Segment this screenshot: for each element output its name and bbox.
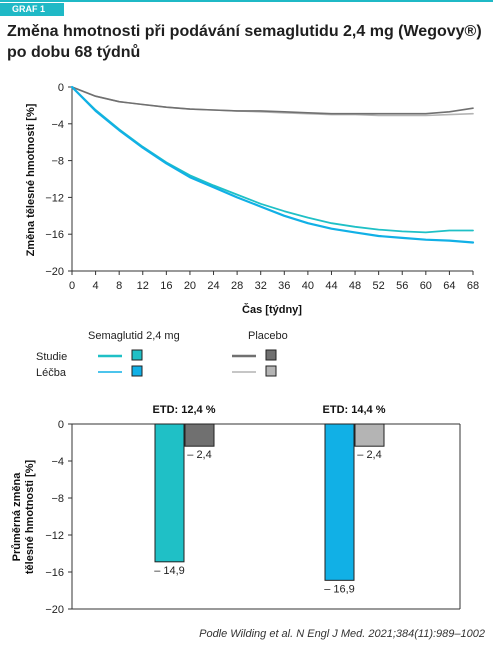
legend-header-placebo: Placebo: [248, 330, 288, 342]
x-tick-label: 48: [349, 280, 361, 292]
etd-label: ETD: 12,4 %: [153, 404, 216, 416]
y-tick-label: −20: [45, 266, 64, 278]
y-tick-label: −8: [51, 493, 64, 505]
x-tick-label: 44: [325, 280, 337, 292]
bar: [354, 423, 385, 447]
x-tick-label: 28: [231, 280, 243, 292]
x-tick-label: 36: [278, 280, 290, 292]
y-tick-label: −20: [45, 604, 64, 616]
line-chart: 0−4−8−12−16−20 0 4 8 12 16 20 24 28 32 36 40 44 48 52…: [25, 82, 479, 316]
figure-title: Změna hmotnosti při podávání semaglutidu…: [7, 21, 487, 63]
legend-swatch-placebo-study: [265, 349, 277, 361]
line-chart-y-axis-title: Změna tělesné hmotnosti [%]: [25, 103, 37, 256]
x-tick-label: 16: [160, 280, 172, 292]
line-chart-x-axis-title: Čas [týdny]: [242, 303, 302, 316]
figure-badge: GRAF 1: [0, 3, 64, 16]
bar-value-label: – 2,4: [187, 449, 211, 461]
legend-row-study: Studie: [36, 351, 67, 363]
bar-value-label: – 2,4: [357, 449, 381, 461]
legend-swatches: [98, 349, 277, 377]
legend-swatch-placebo-treatment: [265, 365, 277, 377]
x-tick-label: 24: [207, 280, 219, 292]
line-chart-y-ticks: 0 −4 −8 −12 −16 −20: [45, 82, 72, 278]
x-tick-label: 8: [116, 280, 122, 292]
etd-label: ETD: 14,4 %: [323, 404, 386, 416]
legend-swatch-semaglutide-treatment: [131, 365, 143, 377]
bar-value-label: – 14,9: [154, 565, 185, 577]
bar-chart-labels: ETD: 12,4 % – 14,9 – 2,4 ETD: 14,4 % – 16,9 –…: [153, 404, 386, 595]
bar-chart-y-axis-title-line-1: Průměrná změna: [11, 472, 23, 562]
y-tick-label: 0: [58, 419, 64, 431]
bar: [184, 423, 215, 447]
top-rule: [0, 0, 493, 2]
legend-row-treatment: Léčba: [36, 367, 67, 379]
title-line-1: Změna hmotnosti při podávání semaglutidu…: [7, 23, 482, 40]
y-tick-label: −12: [45, 192, 64, 204]
title-line-2: po dobu 68 týdnů: [7, 44, 141, 61]
bar-chart: 0−4−8−12−16−20 ETD: 12,4 %– 14,9– 2,4ETD…: [11, 404, 461, 616]
legend: Semaglutid 2,4 mg Placebo Studie Léčba: [36, 330, 288, 379]
line-series: [70, 85, 475, 244]
x-tick-label: 32: [255, 280, 267, 292]
line-chart-x-ticks: 0 4 8 12 16 20 24 28 32 36 40 44 48 52 56 60 64 68: [69, 271, 479, 292]
bar-chart-bars: [154, 423, 385, 581]
bar: [154, 423, 185, 563]
x-tick-label: 52: [373, 280, 385, 292]
line-chart-axes: [71, 87, 473, 272]
legend-header-semaglutide: Semaglutid 2,4 mg: [88, 330, 180, 342]
x-tick-label: 20: [184, 280, 196, 292]
bar-chart-frame: [71, 423, 461, 610]
x-tick-label: 68: [467, 280, 479, 292]
x-tick-label: 40: [302, 280, 314, 292]
y-tick-label: −4: [51, 119, 64, 131]
bar-chart-y-ticks: 0 −4 −8 −12 −16 −20: [45, 419, 72, 616]
y-tick-label: −16: [45, 567, 64, 579]
legend-swatch-semaglutide-study: [131, 349, 143, 361]
bar-value-label: – 16,9: [324, 583, 355, 595]
x-tick-label: 56: [396, 280, 408, 292]
y-tick-label: −12: [45, 530, 64, 542]
y-tick-label: −8: [51, 156, 64, 168]
line-chart-series: [70, 85, 475, 244]
x-tick-label: 64: [443, 280, 455, 292]
line-series: [71, 86, 474, 115]
source-citation: Podle Wilding et al. N Engl J Med. 2021;…: [199, 628, 485, 640]
bar: [324, 423, 355, 581]
y-tick-label: −4: [51, 456, 64, 468]
y-tick-label: −16: [45, 229, 64, 241]
x-tick-label: 4: [93, 280, 99, 292]
x-tick-label: 60: [420, 280, 432, 292]
x-tick-label: 0: [69, 280, 75, 292]
y-tick-label: 0: [58, 82, 64, 94]
x-tick-label: 12: [137, 280, 149, 292]
bar-chart-y-axis-title-line-2: tělesné hmotnosti [%]: [24, 460, 36, 575]
